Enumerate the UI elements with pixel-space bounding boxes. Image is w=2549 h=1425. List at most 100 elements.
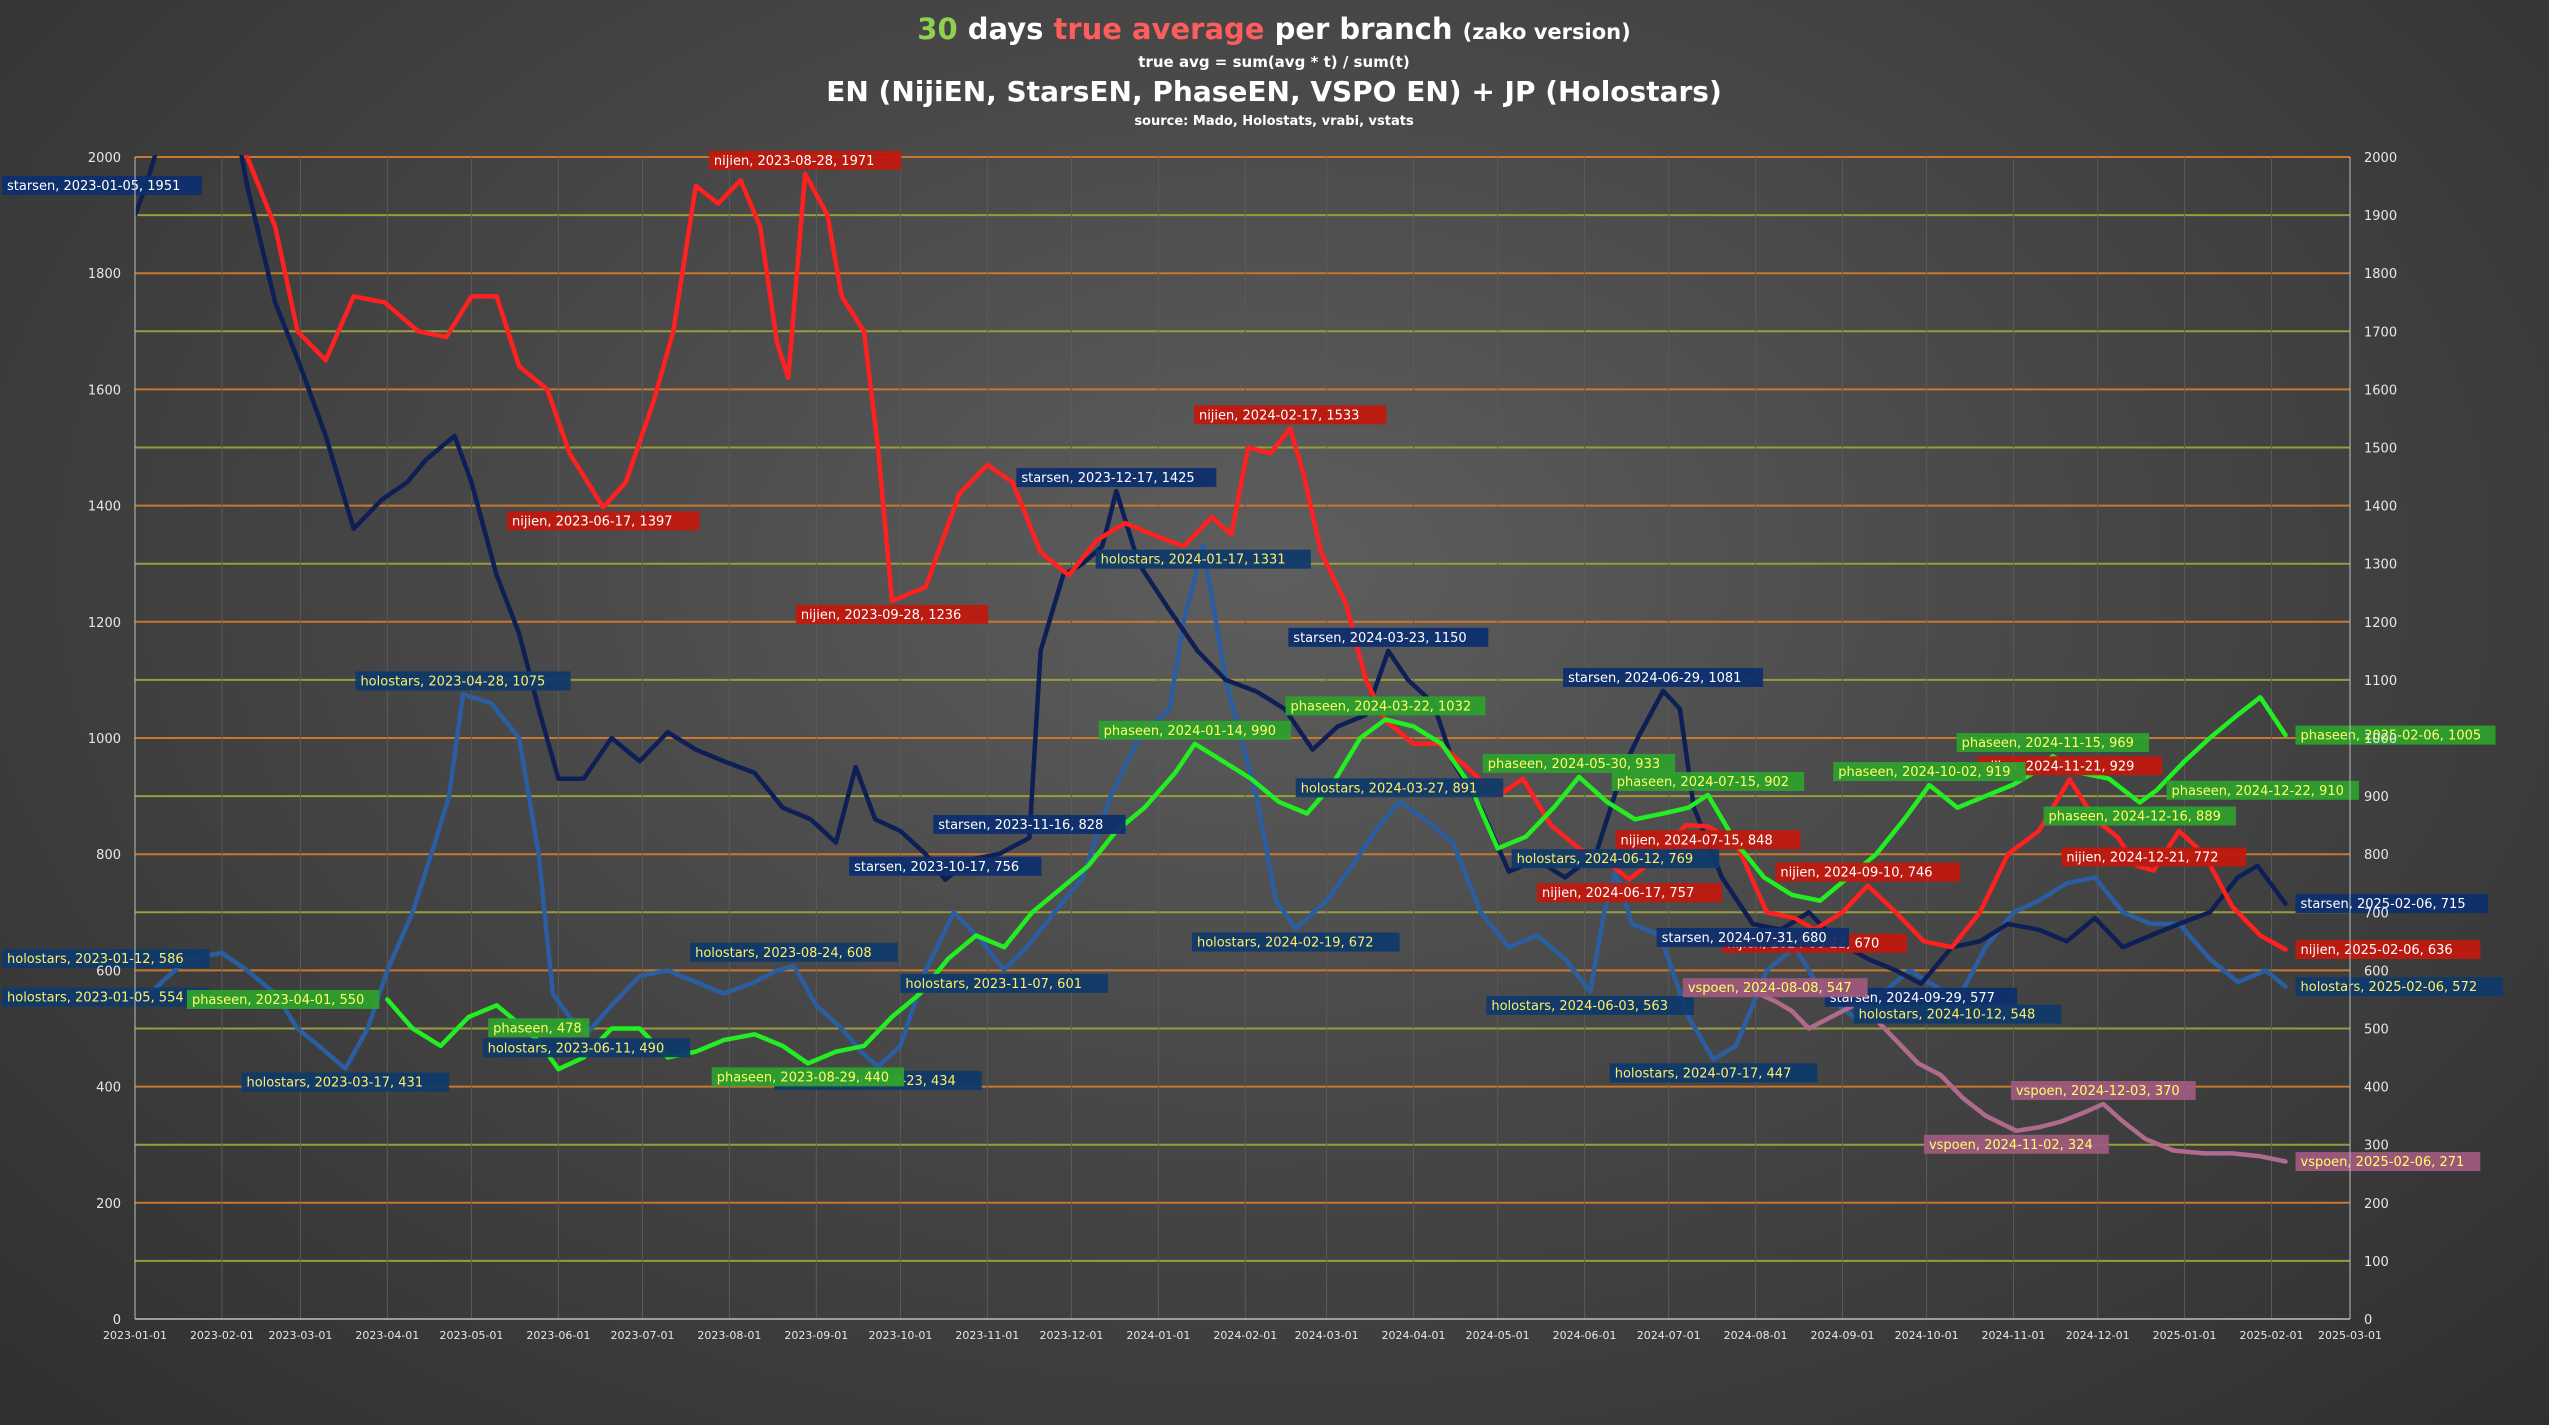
y-right-tick-label: 2000 bbox=[2364, 151, 2397, 166]
data-label-vspoen: vspoen, 2024-12-03, 370 bbox=[2010, 1081, 2196, 1101]
data-label-phaseen: phaseen, 2024-12-16, 889 bbox=[2043, 806, 2236, 826]
y-tick-label: 1000 bbox=[88, 732, 121, 747]
data-label-starsen: starsen, 2024-03-23, 1150 bbox=[1288, 627, 1489, 647]
data-label-text: holostars, 2024-02-19, 672 bbox=[1197, 936, 1374, 951]
data-label-nijien: nijien, 2024-12-21, 772 bbox=[2061, 847, 2247, 867]
data-label-holostars: holostars, 2024-02-19, 672 bbox=[1191, 932, 1400, 952]
x-tick-label: 2024-05-01 bbox=[1466, 1329, 1530, 1342]
data-label-text: starsen, 2023-01-05, 1951 bbox=[7, 179, 180, 194]
data-label-phaseen: phaseen, 2025-02-06, 1005 bbox=[2295, 725, 2496, 745]
x-tick-label: 2023-07-01 bbox=[611, 1329, 675, 1342]
title-part: true average bbox=[1053, 12, 1264, 46]
data-label-bg bbox=[1615, 830, 1801, 850]
data-label-nijien: nijien, 2024-09-10, 746 bbox=[1775, 862, 1961, 882]
data-label-bg bbox=[241, 1072, 450, 1092]
data-label-text: vspoen, 2025-02-06, 271 bbox=[2301, 1155, 2465, 1170]
data-label-text: holostars, 2023-11-07, 601 bbox=[905, 977, 1082, 992]
data-label-bg bbox=[849, 856, 1042, 876]
data-label-text: starsen, 2024-06-29, 1081 bbox=[1568, 671, 1741, 686]
data-label-starsen: starsen, 2024-09-29, 577 bbox=[1824, 987, 2018, 1007]
data-label-holostars: holostars, 2024-06-12, 769 bbox=[1511, 849, 1720, 869]
data-label-text: nijien, 2023-09-28, 1236 bbox=[801, 608, 961, 623]
data-label-text: holostars, 2024-06-03, 563 bbox=[1491, 999, 1668, 1014]
data-label-nijien: nijien, 2024-07-15, 848 bbox=[1615, 830, 1801, 850]
data-label-text: phaseen, 2025-02-06, 1005 bbox=[2301, 729, 2482, 744]
data-label-holostars: holostars, 2023-06-11, 490 bbox=[482, 1038, 691, 1058]
y-right-tick-label: 900 bbox=[2364, 790, 2389, 805]
y-right-tick-label: 1500 bbox=[2364, 442, 2397, 457]
x-tick-label: 2023-03-01 bbox=[268, 1329, 332, 1342]
data-label-text: holostars, 2023-01-05, 554 bbox=[7, 991, 184, 1006]
data-label-text: phaseen, 2023-04-01, 550 bbox=[192, 993, 364, 1008]
x-tick-label: 2023-12-01 bbox=[1039, 1329, 1103, 1342]
y-right-tick-label: 0 bbox=[2364, 1313, 2372, 1328]
data-label-text: holostars, 2024-03-27, 891 bbox=[1301, 781, 1478, 796]
y-right-tick-label: 1600 bbox=[2364, 383, 2397, 398]
y-right-tick-label: 1700 bbox=[2364, 325, 2397, 340]
data-label-nijien: nijien, 2024-02-17, 1533 bbox=[1193, 405, 1387, 425]
data-label-bg bbox=[1095, 549, 1311, 569]
data-label-text: holostars, 2024-06-12, 769 bbox=[1517, 852, 1694, 867]
title-part: (zako version) bbox=[1463, 20, 1631, 44]
data-label-text: nijien, 2023-08-28, 1971 bbox=[714, 154, 874, 169]
data-label-bg bbox=[1611, 771, 1805, 791]
x-tick-label: 2024-12-01 bbox=[2066, 1329, 2130, 1342]
data-label-holostars: holostars, 2024-10-12, 548 bbox=[1853, 1004, 2062, 1024]
data-label-bg bbox=[2043, 806, 2236, 826]
x-tick-label: 2023-01-01 bbox=[103, 1329, 167, 1342]
x-tick-label: 2024-11-01 bbox=[1982, 1329, 2046, 1342]
data-label-text: phaseen, 478 bbox=[493, 1021, 582, 1036]
data-label-bg bbox=[186, 989, 380, 1009]
data-labels: nijien, 2023-06-17, 1397 nijien, 2023-08-… bbox=[2, 150, 2504, 1172]
y-tick-label: 600 bbox=[96, 964, 121, 979]
data-label-text: holostars, 2024-10-12, 548 bbox=[1859, 1008, 2036, 1023]
series-line-holostars bbox=[135, 543, 2288, 1071]
data-label-bg bbox=[1824, 987, 2018, 1007]
x-tick-label: 2024-09-01 bbox=[1811, 1329, 1875, 1342]
x-tick-label: 2024-10-01 bbox=[1895, 1329, 1959, 1342]
data-label-bg bbox=[2295, 725, 2496, 745]
x-tick-label: 2023-08-01 bbox=[697, 1329, 761, 1342]
data-label-text: holostars, 2024-07-17, 447 bbox=[1615, 1066, 1792, 1081]
data-label-starsen: starsen, 2023-01-05, 1951 bbox=[2, 175, 202, 195]
data-label-text: nijien, 2023-06-17, 1397 bbox=[512, 514, 672, 529]
data-label-bg bbox=[2, 949, 210, 969]
data-label-bg bbox=[2295, 977, 2504, 997]
data-label-bg bbox=[1956, 733, 2149, 753]
data-label-starsen: starsen, 2023-12-17, 1425 bbox=[1016, 468, 1217, 488]
data-label-bg bbox=[2295, 894, 2488, 914]
y-tick-label: 1600 bbox=[88, 383, 121, 398]
data-label-starsen: starsen, 2023-11-16, 828 bbox=[933, 814, 1126, 834]
data-label-text: phaseen, 2023-08-29, 440 bbox=[717, 1070, 889, 1085]
data-label-bg bbox=[2061, 847, 2247, 867]
y-right-tick-label: 1800 bbox=[2364, 267, 2397, 282]
data-label-bg bbox=[795, 604, 989, 624]
x-tick-label: 2023-11-01 bbox=[955, 1329, 1019, 1342]
data-label-nijien: nijien, 2023-08-28, 1971 bbox=[708, 150, 902, 170]
data-label-bg bbox=[2010, 1081, 2196, 1101]
series-lines bbox=[135, 155, 2288, 1164]
y-right-tick-label: 100 bbox=[2364, 1255, 2389, 1270]
chart-formula: true avg = sum(avg * t) / sum(t) bbox=[1138, 53, 1409, 71]
data-label-vspoen: vspoen, 2024-08-08, 547 bbox=[1682, 978, 1868, 998]
data-label-bg bbox=[2, 987, 210, 1007]
x-tick-label: 2023-09-01 bbox=[784, 1329, 848, 1342]
data-label-text: holostars, 2023-08-24, 608 bbox=[695, 946, 872, 961]
y-tick-label: 400 bbox=[96, 1081, 121, 1096]
data-label-phaseen: phaseen, 2024-12-22, 910 bbox=[2166, 780, 2359, 800]
data-label-bg bbox=[708, 150, 902, 170]
data-label-phaseen: phaseen, 2024-03-22, 1032 bbox=[1285, 696, 1486, 716]
data-label-nijien: nijien, 2023-06-17, 1397 bbox=[507, 511, 700, 531]
series-line-nijien bbox=[243, 155, 2288, 952]
data-label-text: nijien, 2024-09-10, 746 bbox=[1780, 866, 1932, 881]
data-label-vspoen: vspoen, 2024-11-02, 324 bbox=[1923, 1134, 2109, 1154]
data-label-bg bbox=[1609, 1063, 1818, 1083]
data-label-bg bbox=[355, 671, 571, 691]
x-tick-label: 2024-03-01 bbox=[1295, 1329, 1359, 1342]
y-right-tick-label: 1900 bbox=[2364, 209, 2397, 224]
y-right-tick-label: 800 bbox=[2364, 848, 2389, 863]
data-label-text: nijien, 2024-07-15, 848 bbox=[1621, 833, 1773, 848]
data-label-starsen: starsen, 2024-07-31, 680 bbox=[1656, 927, 1849, 947]
data-label-text: phaseen, 2024-11-15, 969 bbox=[1962, 736, 2134, 751]
data-label-bg bbox=[711, 1067, 905, 1087]
